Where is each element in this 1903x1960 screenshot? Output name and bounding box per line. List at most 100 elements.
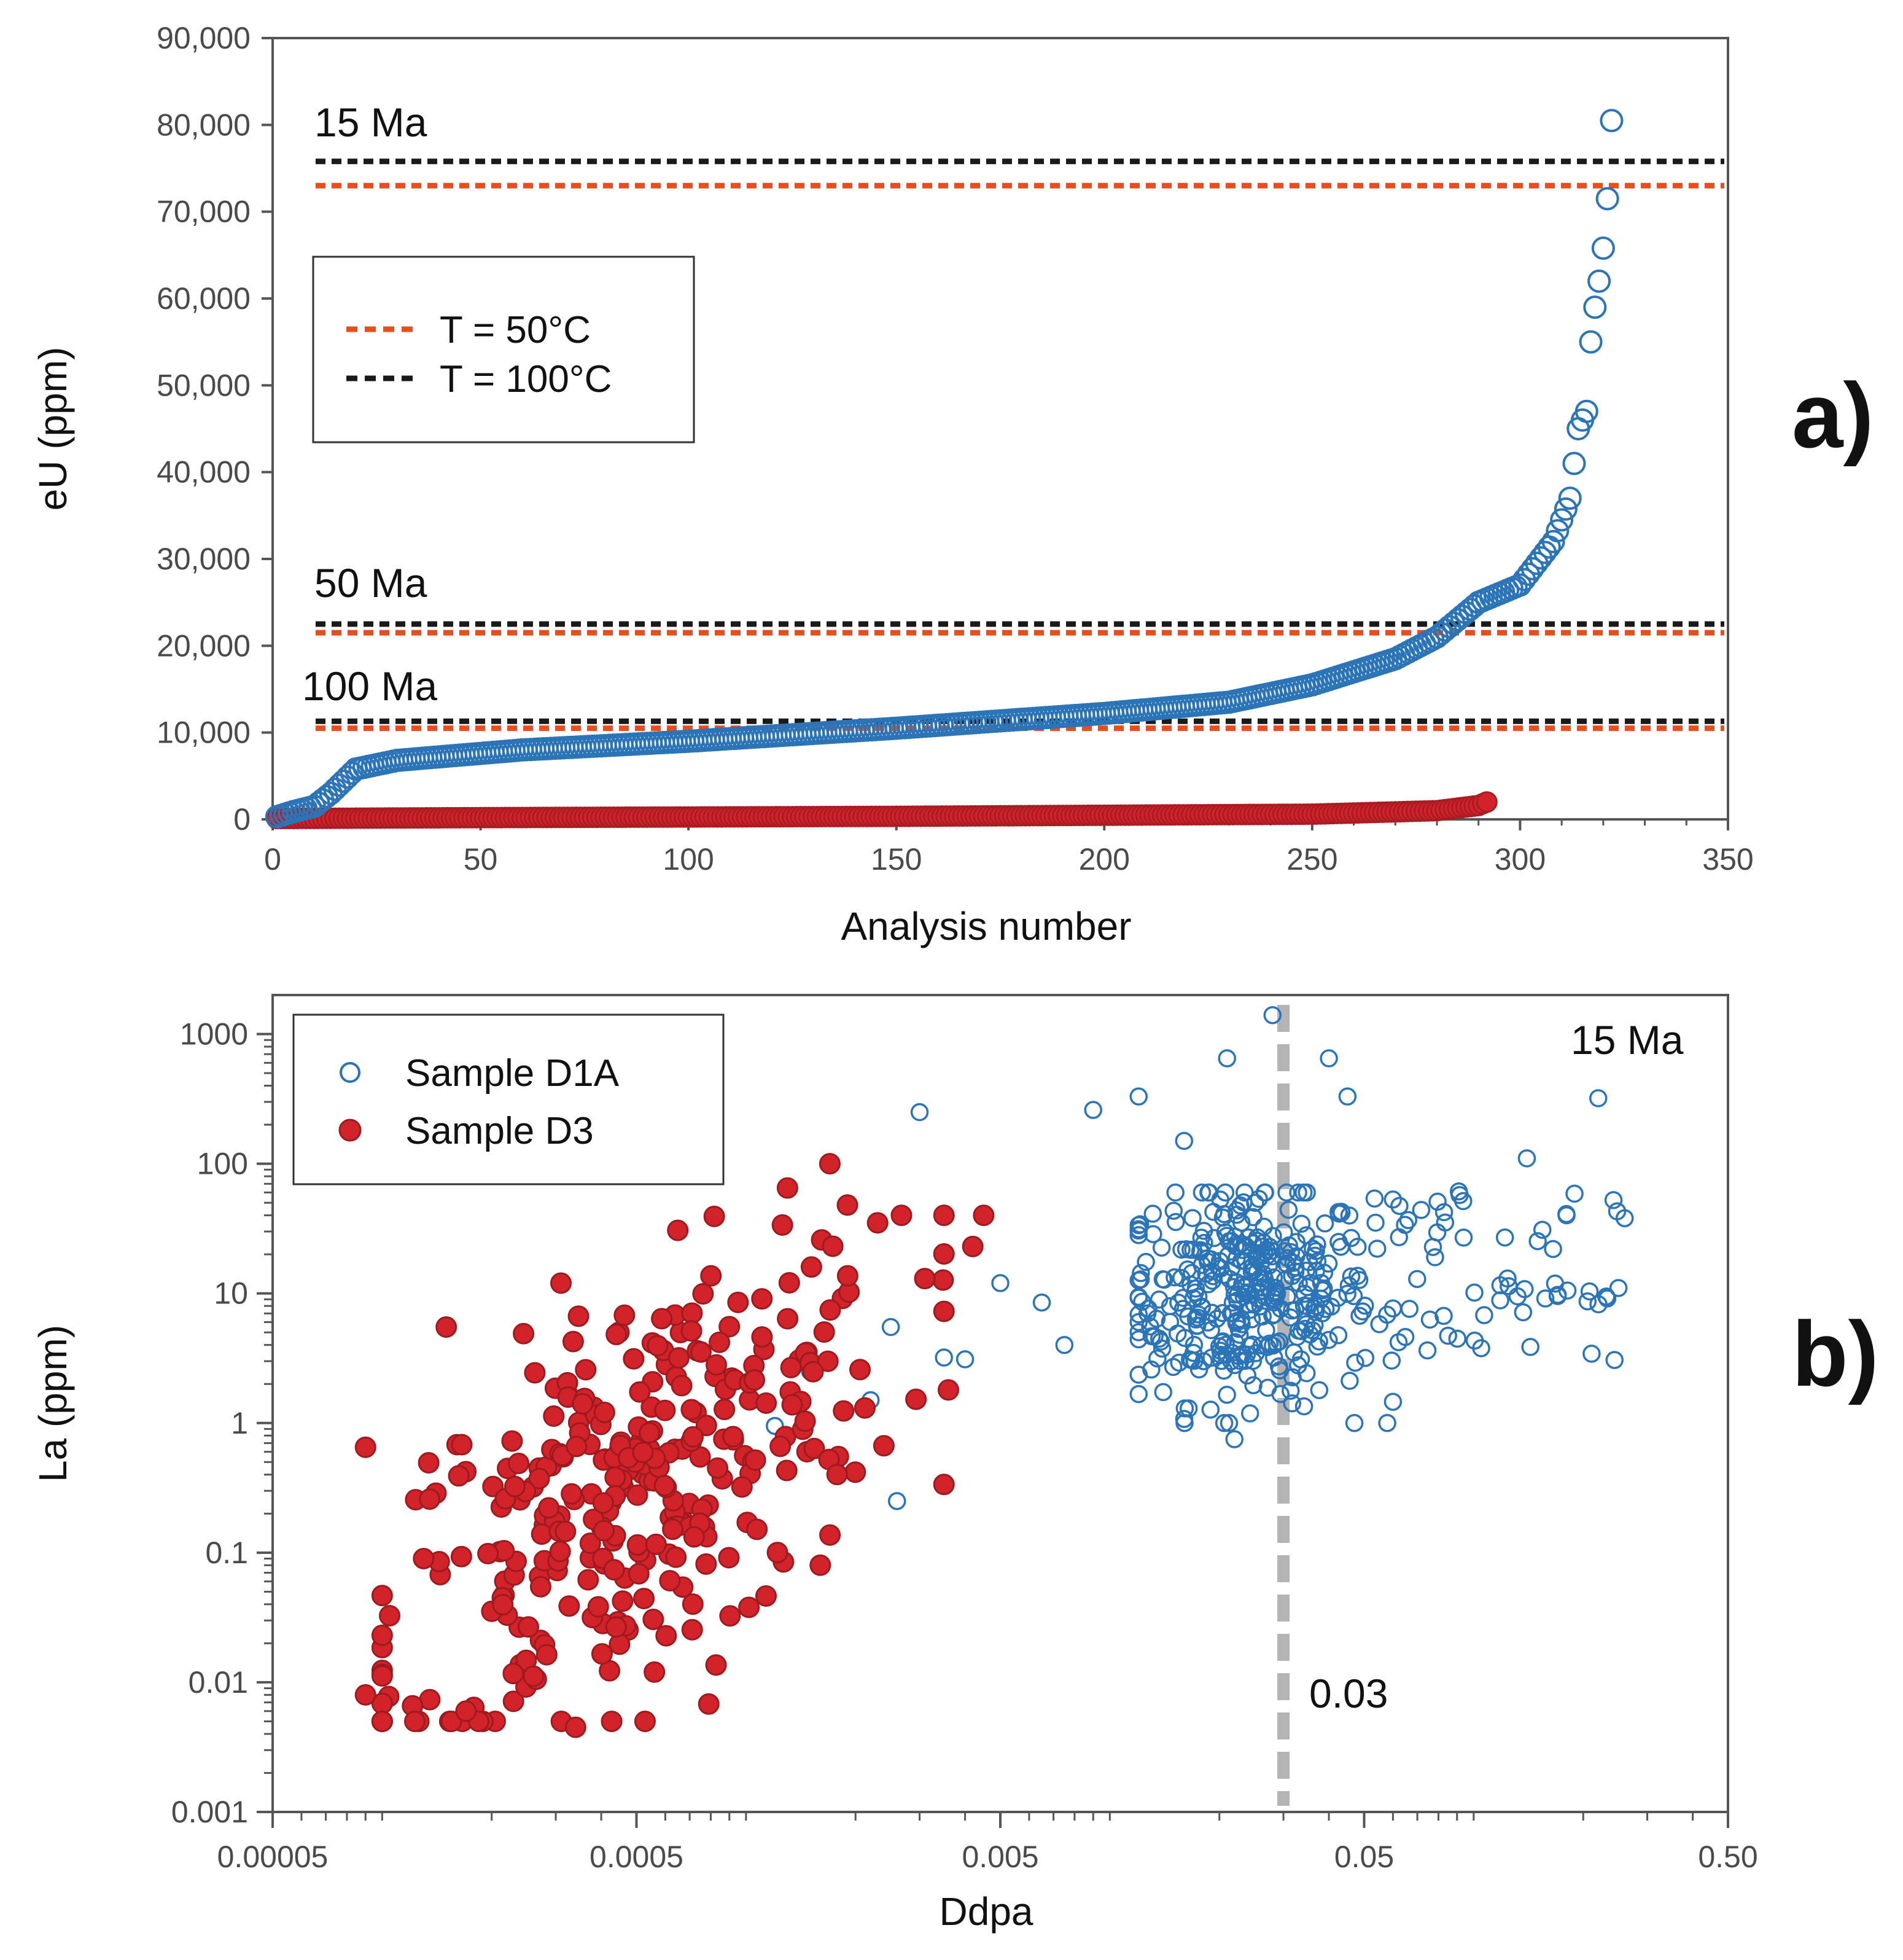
panel-b-point-d1a — [1283, 1394, 1301, 1413]
panel-b-point-d3 — [523, 1665, 545, 1687]
panel-b-point-d1a — [1253, 1238, 1272, 1256]
legend-label-t100: T = 100°C — [440, 358, 612, 400]
panel-b-point-d3 — [567, 1305, 590, 1327]
panel-b-point-d1a — [1258, 1338, 1277, 1356]
panel-b-point-d1a — [1305, 1299, 1323, 1318]
panel-b-point-d3 — [501, 1430, 523, 1452]
panel-b-point-d1a — [1346, 1353, 1364, 1372]
panel-b-point-d3 — [593, 1520, 615, 1542]
panel-b-point-d3 — [714, 1399, 736, 1421]
panel-b-point-d1a — [1219, 1246, 1237, 1265]
panel-b-point-d1a — [1267, 1334, 1286, 1353]
panel-b-series-d3 — [354, 1153, 995, 1738]
panel-b-point-d1a — [1329, 1203, 1348, 1221]
panel-b-point-d3 — [766, 1542, 788, 1564]
panel-b-point-d1a — [1177, 1240, 1196, 1259]
panel-b-point-d3 — [802, 1361, 824, 1383]
legend-label-d3: Sample D3 — [405, 1110, 594, 1152]
panel-b-point-d3 — [655, 1625, 677, 1647]
panel-b-point-d1a — [1212, 1345, 1230, 1364]
panel-a-x-tick-label: 50 — [464, 842, 498, 877]
panel-b-ticks: 0.00005 0.0005 0.005 0.05 0.50 0.001 0.01 0.1 1 1… — [171, 1017, 1758, 1874]
panel-b-point-d3 — [645, 1533, 667, 1555]
panel-b-point-d3 — [591, 1643, 613, 1665]
legend-label-d1a: Sample D1A — [405, 1052, 620, 1095]
panel-b-point-d1a — [1280, 1236, 1298, 1255]
panel-b-point-d3 — [718, 1547, 740, 1569]
panel-b-point-d1a — [1418, 1341, 1437, 1360]
panel-b-point-d1a — [1179, 1399, 1198, 1418]
panel-b-point-d1a — [1434, 1306, 1453, 1326]
panel-b-point-d1a — [1237, 1284, 1256, 1303]
panel-b-point-d3 — [836, 1194, 858, 1216]
panel-b-point-d1a — [1271, 1384, 1290, 1404]
panel-b-x-tick-label: 0.005 — [962, 1840, 1038, 1874]
panel-b-point-d1a — [1400, 1300, 1419, 1318]
panel-b-point-d3 — [933, 1205, 955, 1227]
panel-b-point-d1a — [1428, 1192, 1447, 1211]
panel-b-point-d1a — [1150, 1290, 1169, 1309]
panel-b-point-d1a — [1495, 1228, 1514, 1247]
panel-b-point-d1a — [1142, 1360, 1161, 1379]
panel-a-ticks: 0 50 100 150 200 250 300 350 0 10,000 20,000 30,000… — [157, 21, 1754, 877]
panel-b-point-d1a — [1322, 1297, 1341, 1316]
panel-b-point-d3 — [671, 1375, 693, 1397]
panel-b-point-d1a — [1528, 1232, 1547, 1251]
panel-b-point-d1a — [1139, 1299, 1158, 1318]
panel-b-point-d3 — [731, 1476, 753, 1498]
panel-b-point-d1a — [1306, 1246, 1325, 1265]
panel-b-point-d1a — [1247, 1279, 1266, 1298]
panel-a-x-tick-label: 100 — [663, 842, 714, 877]
panel-b-annotation-15-ma: 15 Ma — [1571, 1017, 1684, 1063]
panel-b-point-d1a — [1164, 1357, 1183, 1376]
panel-b-point-d1a — [1252, 1246, 1271, 1265]
panel-b-point-d3 — [819, 1524, 841, 1546]
panel-a-chart: 0 50 100 150 200 250 300 350 0 10,000 20,000 30,000… — [31, 21, 1874, 948]
panel-b-point-d3 — [492, 1594, 514, 1616]
panel-b-point-d3 — [681, 1618, 703, 1641]
panel-b-point-d1a — [1129, 1087, 1148, 1106]
panel-b-point-d1a — [1281, 1381, 1300, 1400]
panel-b-point-d3 — [450, 1545, 472, 1568]
panel-a-reference-lines — [316, 158, 1724, 732]
panel-b-point-d1a — [1439, 1326, 1457, 1345]
panel-b-point-d3 — [404, 1710, 426, 1732]
panel-a-x-tick-label: 0 — [264, 842, 281, 877]
panel-b-point-d1a — [1215, 1205, 1234, 1224]
panel-b-point-d3 — [502, 1690, 524, 1712]
panel-b-point-d1a — [1338, 1284, 1356, 1303]
panel-b-point-d3 — [727, 1291, 749, 1313]
legend-marker-d3 — [338, 1119, 362, 1142]
panel-b-point-d3 — [769, 1435, 792, 1458]
panel-b-point-d1a — [1201, 1400, 1220, 1419]
panel-b-point-d1a — [1310, 1381, 1329, 1399]
panel-b-point-d1a — [1320, 1330, 1338, 1349]
panel-a-point-blue — [1600, 109, 1624, 133]
panel-b-point-d3 — [354, 1436, 376, 1458]
panel-b-point-d3 — [561, 1483, 583, 1505]
panel-b-point-d3 — [778, 1271, 800, 1294]
legend-label-t50: T = 50°C — [440, 309, 591, 351]
panel-b-point-d3 — [722, 1426, 744, 1448]
panel-b-point-d1a — [1193, 1255, 1212, 1275]
panel-b-point-d1a — [1589, 1295, 1608, 1314]
panel-b-point-d3 — [629, 1381, 651, 1403]
panel-b-point-d3 — [973, 1205, 995, 1227]
panel-b-point-d1a — [1491, 1291, 1509, 1310]
panel-b-point-d3 — [448, 1465, 470, 1487]
panel-b-point-d1a — [1184, 1289, 1203, 1308]
panel-a-point-blue — [319, 781, 343, 805]
panel-b-point-d1a — [1465, 1331, 1484, 1350]
panel-b-point-d3 — [603, 1559, 625, 1581]
panel-b-point-d1a — [1213, 1332, 1232, 1351]
panel-a-legend: T = 50°C T = 100°C — [312, 256, 695, 443]
panel-b-point-d3 — [695, 1553, 717, 1575]
panel-b-point-d3 — [890, 1205, 913, 1227]
panel-b-point-d1a — [1193, 1183, 1212, 1202]
panel-b-point-d3 — [719, 1605, 741, 1627]
age-label-100-ma: 100 Ma — [302, 663, 437, 709]
panel-b-point-d1a — [1204, 1267, 1222, 1286]
panel-b-point-d3 — [601, 1710, 623, 1732]
panel-b-y-tick-label: 0.1 — [205, 1536, 248, 1570]
panel-b-point-d3 — [647, 1335, 669, 1357]
